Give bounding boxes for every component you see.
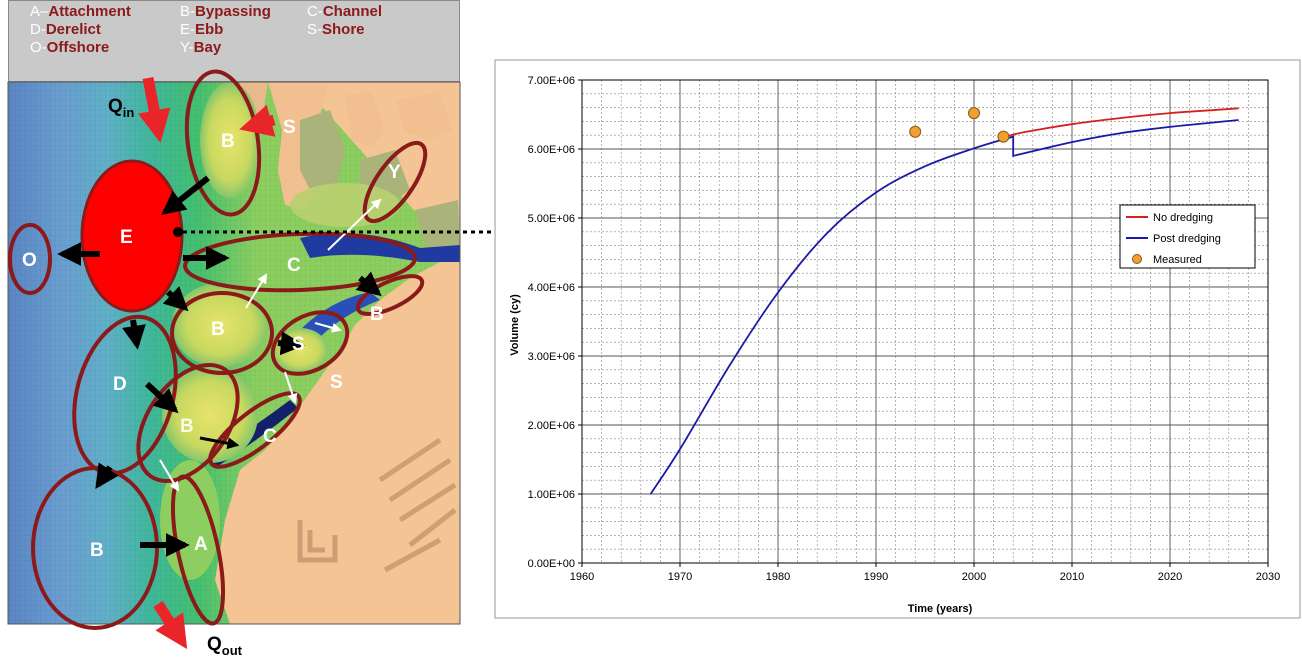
key-item-channel: C-Channel (307, 3, 383, 20)
bypassing-ellipse-east (355, 274, 425, 316)
y-tick-label: 4.00E+06 (528, 282, 575, 294)
bypassing-ellipse-north (184, 69, 262, 217)
key-item-bay: Y-Bay (180, 39, 222, 56)
q-in-arrow (138, 76, 171, 143)
key-item-derelict: D-Derelict (30, 21, 101, 38)
label-b-right: B (370, 304, 384, 325)
shore-ellipse (270, 310, 350, 376)
offshore-ellipse (8, 223, 52, 295)
key-legend-panel (8, 0, 460, 82)
inlet-channel (300, 233, 460, 262)
key-item-bypassing: B-Bypassing (180, 3, 271, 20)
y-tick-label: 0.00E+00 (528, 558, 575, 570)
x-axis: 1960 1970 1980 1990 2000 2010 2020 2030 (570, 563, 1280, 583)
key-item-ebb: E-Ebb (180, 21, 224, 38)
y-axis: 0.00E+00 1.00E+06 2.00E+06 3.00E+06 4.00E+06… (528, 75, 582, 570)
bypassing-ellipse-mid (170, 291, 274, 375)
mainland (215, 82, 460, 624)
x-tick-label: 2030 (1256, 571, 1280, 583)
x-tick-label: 1960 (570, 571, 594, 583)
key-item-attachment: A–Attachment (30, 3, 131, 20)
series-line-0 (1003, 107, 1239, 139)
x-tick-label: 2020 (1158, 571, 1182, 583)
key-item-offshore: O-Offshore (30, 39, 110, 56)
legend-label-measured: Measured (1153, 254, 1202, 266)
label-b-mid: B (211, 319, 225, 340)
measured-point (909, 125, 922, 138)
legend-label-no-dredging: No dredging (1153, 212, 1213, 224)
label-c-lower: C (263, 426, 277, 447)
legend-swatch-measured (1132, 254, 1142, 264)
plot-area (581, 79, 1269, 564)
y-tick-label: 5.00E+06 (528, 213, 575, 225)
chart-frame (494, 59, 1301, 619)
x-tick-label: 1990 (864, 571, 888, 583)
bay-ellipse (362, 140, 428, 224)
measured-point (968, 107, 980, 120)
label-s-mid: S (292, 334, 305, 355)
label-e: E (120, 227, 133, 248)
label-d: D (113, 374, 127, 395)
q-out-label: Qout (207, 634, 243, 658)
legend-label-post-dredging: Post dredging (1153, 233, 1221, 245)
x-axis-title: Time (years) (908, 603, 973, 615)
q-in-label: Qin (108, 96, 134, 120)
measured-points (909, 107, 1010, 143)
series-line-1 (649, 119, 1239, 495)
series-lines (649, 107, 1239, 495)
channel-ellipse (183, 231, 417, 293)
y-axis-title: Volume (cy) (509, 294, 521, 356)
y-tick-label: 7.00E+06 (528, 75, 575, 87)
label-b-lower: B (180, 416, 194, 437)
y-tick-label: 1.00E+06 (528, 489, 575, 501)
label-o: O (22, 250, 37, 271)
label-b-top: B (221, 131, 235, 152)
key-item-shore: S-Shore (307, 21, 365, 38)
x-tick-label: 1970 (668, 571, 692, 583)
label-s-right: S (330, 372, 343, 393)
label-b-bottom: B (90, 540, 104, 561)
x-tick-label: 2010 (1060, 571, 1084, 583)
label-s-top: S (283, 117, 296, 138)
label-c-mid: C (287, 255, 301, 276)
label-y: Y (388, 162, 401, 183)
x-tick-label: 2000 (962, 571, 986, 583)
y-tick-label: 2.00E+06 (528, 420, 575, 432)
ebb-centroid-marker (173, 227, 183, 237)
ebb-shoal (80, 159, 184, 313)
label-a: A (194, 534, 208, 555)
q-out-arrow (153, 601, 188, 650)
y-tick-label: 3.00E+06 (528, 351, 575, 363)
shore-input-arrow (239, 104, 276, 137)
measured-point (997, 130, 1010, 143)
x-tick-label: 1980 (766, 571, 790, 583)
chart-legend: No dredging Post dredging Measured (1119, 204, 1256, 269)
y-tick-label: 6.00E+06 (528, 144, 575, 156)
channel-ellipse-lower (208, 391, 302, 469)
